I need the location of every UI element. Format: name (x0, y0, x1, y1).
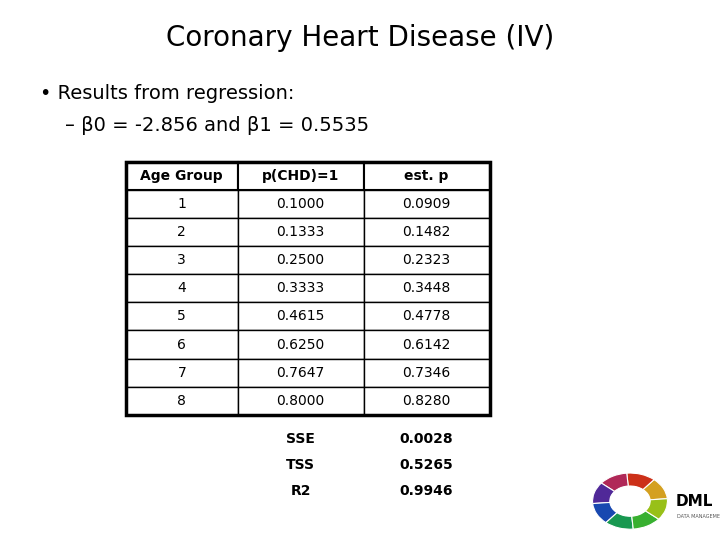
Wedge shape (645, 498, 667, 519)
Text: Coronary Heart Disease (IV): Coronary Heart Disease (IV) (166, 24, 554, 52)
Wedge shape (630, 487, 649, 501)
Text: 0.0909: 0.0909 (402, 197, 451, 211)
Text: 0.6142: 0.6142 (402, 338, 451, 352)
Text: 0.3333: 0.3333 (276, 281, 325, 295)
Text: 1: 1 (177, 197, 186, 211)
Text: est. p: est. p (405, 169, 449, 183)
Text: 0.2323: 0.2323 (402, 253, 451, 267)
Bar (364, 190, 490, 218)
Bar (238, 359, 364, 387)
Wedge shape (613, 487, 633, 501)
Text: 0.1000: 0.1000 (276, 197, 325, 211)
Wedge shape (631, 511, 659, 529)
Text: 5: 5 (177, 309, 186, 323)
Bar (126, 190, 238, 218)
Text: 0.6250: 0.6250 (276, 338, 325, 352)
Bar (126, 302, 238, 330)
Wedge shape (611, 495, 630, 511)
Text: 0.8280: 0.8280 (402, 394, 451, 408)
Wedge shape (606, 512, 634, 529)
Bar (126, 162, 238, 190)
Text: 0.7647: 0.7647 (276, 366, 325, 380)
Text: Age Group: Age Group (140, 169, 223, 183)
Text: 0.4778: 0.4778 (402, 309, 451, 323)
Wedge shape (617, 501, 639, 516)
Wedge shape (630, 498, 649, 514)
Text: TSS: TSS (286, 458, 315, 472)
Text: 0.1482: 0.1482 (402, 225, 451, 239)
Text: 0.2500: 0.2500 (276, 253, 325, 267)
Wedge shape (643, 480, 667, 500)
Text: p(CHD)=1: p(CHD)=1 (262, 169, 339, 183)
Bar (364, 302, 490, 330)
Text: 7: 7 (177, 366, 186, 380)
Text: DATA MANAGEMENT LAB: DATA MANAGEMENT LAB (677, 514, 720, 519)
Bar (126, 387, 238, 415)
Text: 0.3448: 0.3448 (402, 281, 451, 295)
Bar (364, 387, 490, 415)
Text: 0.8000: 0.8000 (276, 394, 325, 408)
Bar (126, 359, 238, 387)
Bar (126, 218, 238, 246)
Bar (364, 162, 490, 190)
Bar (364, 246, 490, 274)
Text: 0.5265: 0.5265 (400, 458, 454, 472)
Bar (364, 274, 490, 302)
Bar (126, 330, 238, 359)
Text: 0.9946: 0.9946 (400, 484, 454, 498)
Wedge shape (593, 483, 615, 504)
Text: 0.1333: 0.1333 (276, 225, 325, 239)
Bar (238, 218, 364, 246)
Text: 0.7346: 0.7346 (402, 366, 451, 380)
Text: – β0 = -2.856 and β1 = 0.5535: – β0 = -2.856 and β1 = 0.5535 (65, 116, 369, 135)
Wedge shape (601, 473, 629, 491)
Bar (238, 274, 364, 302)
Bar (364, 359, 490, 387)
Text: 0.0028: 0.0028 (400, 432, 454, 446)
Bar (238, 387, 364, 415)
Bar (126, 162, 490, 415)
Bar (364, 330, 490, 359)
Wedge shape (626, 473, 654, 490)
Bar (238, 162, 364, 190)
Bar (238, 330, 364, 359)
Bar (126, 274, 238, 302)
Text: R2: R2 (290, 484, 311, 498)
Text: SSE: SSE (286, 432, 315, 446)
Bar (126, 246, 238, 274)
Wedge shape (593, 502, 617, 523)
Text: 6: 6 (177, 338, 186, 352)
Bar (238, 302, 364, 330)
Text: 0.4615: 0.4615 (276, 309, 325, 323)
Text: DML: DML (676, 494, 714, 509)
Text: 8: 8 (177, 394, 186, 408)
Text: 4: 4 (177, 281, 186, 295)
Bar (238, 190, 364, 218)
Circle shape (610, 486, 650, 516)
Bar (364, 218, 490, 246)
Text: 3: 3 (177, 253, 186, 267)
Text: 2: 2 (177, 225, 186, 239)
Bar (238, 246, 364, 274)
Text: • Results from regression:: • Results from regression: (40, 84, 294, 103)
